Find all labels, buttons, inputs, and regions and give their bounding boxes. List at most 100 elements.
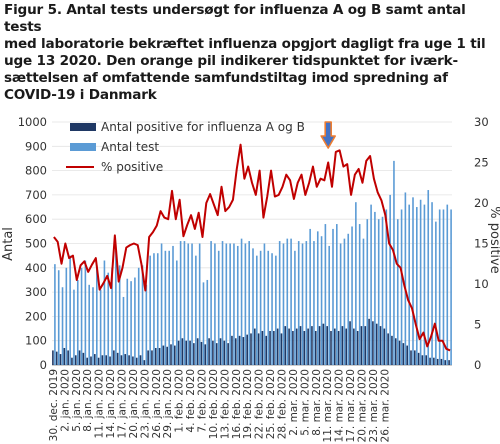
x-tick-label: 20. mar. 2020 <box>356 369 368 442</box>
test-count-bar <box>351 226 353 365</box>
positive-count-bar <box>330 330 332 365</box>
positive-count-bar <box>208 338 210 365</box>
x-tick-label: 11. mar. 2020 <box>322 369 334 442</box>
test-count-bar <box>240 238 243 365</box>
positive-count-bar <box>90 356 92 365</box>
test-count-bar <box>366 219 369 365</box>
test-count-bar <box>210 241 212 365</box>
positive-count-bar <box>353 328 355 365</box>
test-count-bar <box>54 264 56 365</box>
test-count-bar <box>221 241 224 365</box>
positive-count-bar <box>295 328 298 365</box>
test-count-bar <box>111 267 113 365</box>
test-count-bar <box>316 231 319 365</box>
y2-tick-label: 20 <box>474 196 489 210</box>
test-count-bar <box>65 267 68 365</box>
test-count-bar <box>252 248 254 365</box>
positive-count-bar <box>105 355 108 365</box>
x-tick-label: 29. jan. 2020 <box>162 369 174 438</box>
positive-count-bar <box>307 328 309 365</box>
positive-count-bar <box>124 354 127 365</box>
test-count-bar <box>134 277 136 365</box>
y-tick-label: 900 <box>25 139 47 153</box>
positive-count-bar <box>288 328 290 365</box>
test-count-bar <box>355 202 357 365</box>
y2-tick-label: 25 <box>474 156 489 170</box>
test-count-bar <box>217 250 220 365</box>
test-count-bar <box>297 241 300 365</box>
bars <box>52 160 452 365</box>
test-count-bar <box>145 284 148 365</box>
test-count-bar <box>362 238 365 365</box>
x-tick-label: 23. mar. 2020 <box>368 369 380 442</box>
y-tick-label: 200 <box>25 309 47 323</box>
right-axis: 0 5 10 15 20 25 30 <box>474 115 489 372</box>
test-count-bar <box>141 265 144 365</box>
test-count-bar <box>115 250 117 365</box>
test-count-bar <box>347 233 350 365</box>
test-count-bar <box>419 199 422 365</box>
test-count-bar <box>80 267 83 365</box>
positive-count-bar <box>364 326 367 365</box>
test-count-bar <box>191 243 193 365</box>
positive-count-bar <box>250 333 252 365</box>
test-count-bar <box>301 243 304 365</box>
test-count-bar <box>225 243 228 365</box>
positive-count-bar <box>448 360 450 365</box>
positive-count-bar <box>402 343 405 365</box>
test-count-bar <box>153 253 155 365</box>
test-count-bar <box>76 279 79 365</box>
y-tick-label: 300 <box>25 285 47 299</box>
test-count-bar <box>187 243 190 365</box>
y-tick-label: 100 <box>25 334 47 348</box>
test-count-bar <box>195 255 197 365</box>
x-tick-label: 28. feb. 2020 <box>276 369 288 439</box>
positive-count-bar <box>280 333 283 365</box>
test-count-bar <box>149 255 151 365</box>
positive-count-bar <box>261 330 264 365</box>
test-count-bar <box>320 236 323 365</box>
positive-count-bar <box>166 346 168 365</box>
positive-count-bar <box>154 347 157 365</box>
x-tick-label: 30. dec. 2019 <box>48 369 60 441</box>
legend-label: % positive <box>101 160 163 174</box>
test-count-bar <box>275 255 277 365</box>
test-count-bar <box>202 282 205 365</box>
test-count-bar <box>256 255 258 365</box>
positive-count-bar <box>151 350 153 365</box>
positive-count-bar <box>314 330 317 365</box>
x-tick-label: 8. jan. 2020 <box>82 369 94 432</box>
positive-count-bar <box>212 340 214 365</box>
positive-count-bar <box>113 350 115 365</box>
test-count-bar <box>305 241 308 365</box>
positive-count-bar <box>383 328 386 365</box>
test-count-bar <box>137 267 140 365</box>
positive-count-bar <box>341 326 344 365</box>
x-tick-label: 14. mar. 2020 <box>334 369 346 442</box>
left-axis: 0 100 200 300 400 500 600 700 800 900 1000 <box>18 115 47 372</box>
positive-count-bar <box>311 326 313 365</box>
y-tick-label: 400 <box>25 261 47 275</box>
test-count-bar <box>179 241 182 365</box>
test-count-bar <box>176 260 178 365</box>
percent-positive-line <box>53 143 451 352</box>
test-count-bar <box>233 243 235 365</box>
test-count-bar <box>278 241 281 365</box>
positive-count-bar <box>417 352 420 365</box>
positive-count-bar <box>433 357 435 365</box>
positive-count-bar <box>82 352 85 365</box>
test-count-bar <box>244 243 247 365</box>
positive-count-bar <box>74 355 77 365</box>
positive-count-bar <box>257 333 260 365</box>
legend-label: Antal positive for influenza A og B <box>101 120 305 134</box>
test-count-bar <box>408 204 410 365</box>
positive-count-bar <box>375 323 378 365</box>
positive-count-bar <box>78 350 81 365</box>
positive-count-bar <box>379 326 382 365</box>
x-tick-label: 25. feb. 2020 <box>265 369 277 439</box>
positive-count-bar <box>63 347 66 365</box>
positive-count-bar <box>349 321 351 365</box>
positive-count-bar <box>284 326 287 365</box>
test-count-bar <box>446 204 449 365</box>
